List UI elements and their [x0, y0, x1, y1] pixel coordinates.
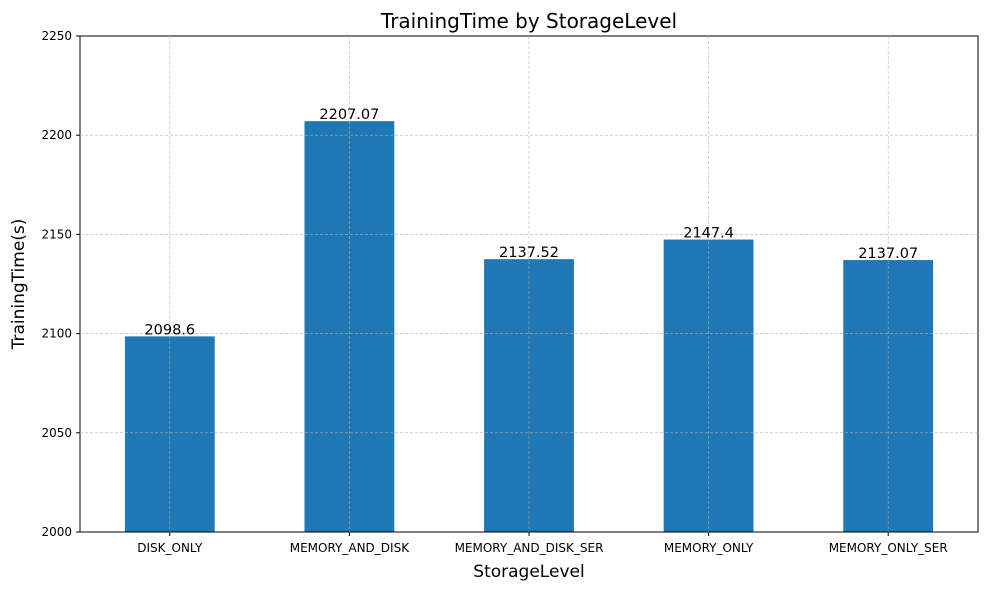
- data-labels: 2098.6 2207.07 2137.52 2147.4 2137.07: [144, 107, 918, 338]
- y-tick-label: 2200: [41, 128, 72, 142]
- bar-value-label: 2147.4: [683, 226, 734, 242]
- y-tick-label: 2000: [41, 525, 72, 539]
- bar-value-label: 2207.07: [319, 107, 379, 123]
- y-axis: 2000 2050 2100 2150 2200 2250: [41, 29, 80, 539]
- y-axis-label: TrainingTime(s): [9, 219, 29, 351]
- x-axis: DISK_ONLY MEMORY_AND_DISK MEMORY_AND_DISK_…: [137, 532, 948, 555]
- x-axis-label: StorageLevel: [473, 562, 584, 582]
- x-tick-label: MEMORY_AND_DISK_SER: [455, 541, 604, 555]
- bar-value-label: 2137.52: [499, 245, 559, 261]
- x-tick-label: MEMORY_AND_DISK: [290, 541, 410, 555]
- y-tick-label: 2050: [41, 426, 72, 440]
- y-tick-label: 2250: [41, 29, 72, 43]
- y-tick-label: 2100: [41, 327, 72, 341]
- x-tick-label: DISK_ONLY: [137, 541, 203, 555]
- grid-lines: [80, 36, 978, 532]
- y-tick-label: 2150: [41, 227, 72, 241]
- x-tick-label: MEMORY_ONLY: [664, 541, 754, 555]
- chart-title: TrainingTime by StorageLevel: [380, 9, 677, 33]
- x-tick-label: MEMORY_ONLY_SER: [829, 541, 948, 555]
- bar-value-label: 2098.6: [144, 322, 195, 338]
- bar-value-label: 2137.07: [858, 246, 918, 262]
